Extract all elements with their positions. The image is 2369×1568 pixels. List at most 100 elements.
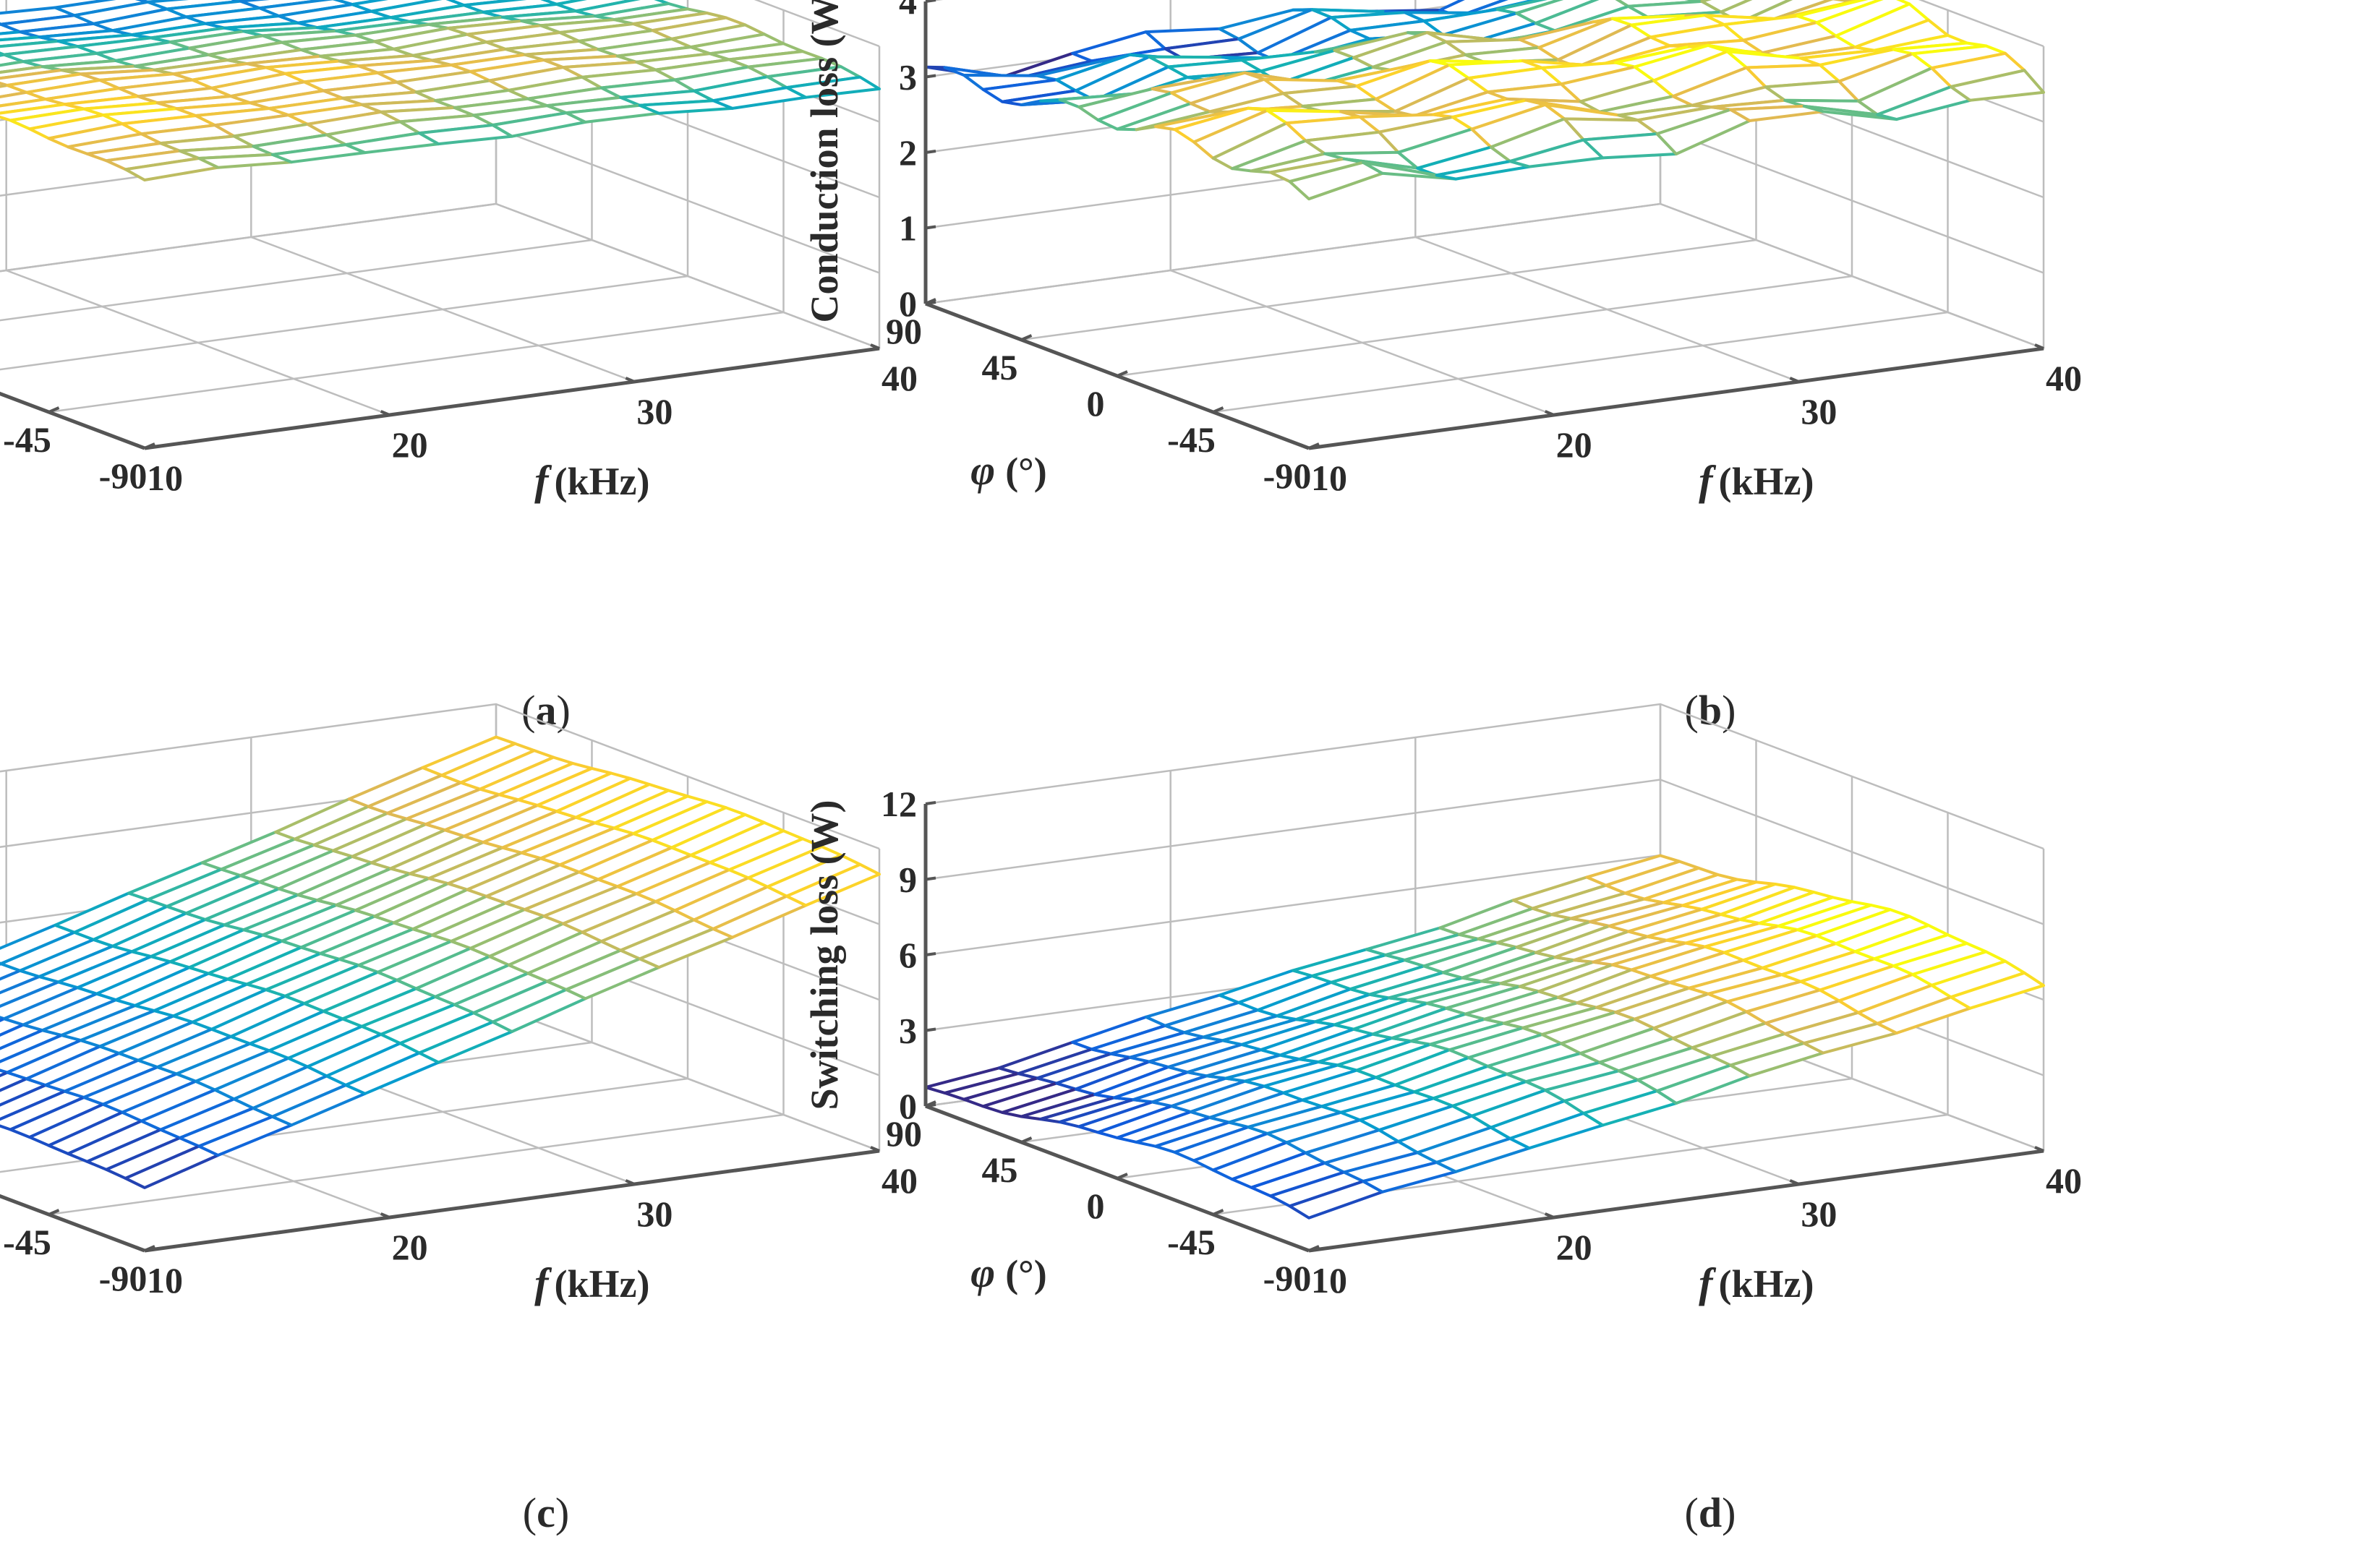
f-unit: (kHz) [554,460,649,503]
f-symbol: f [534,1259,552,1306]
phi-tick-label: -45 [3,1222,51,1262]
f-tick-label: 20 [1556,424,1592,465]
phi-tick [48,1209,60,1216]
phi-axis [0,1194,145,1253]
phi-tick-label: -45 [1167,419,1216,460]
caption-open: ( [1685,687,1699,734]
panel-caption: (b) [1685,687,1736,734]
surface-cell [785,75,881,99]
z-tick [925,1027,936,1032]
phi-tick-label: 45 [982,347,1018,387]
f-tick [380,410,390,416]
surface-d [924,854,2045,1220]
z-tick [925,74,936,79]
f-tick-label: 10 [1311,458,1347,498]
axes-d: 0 3 6 9 12 90 45 0 -45 -90 10 20 30 40 Switching loss … [803,784,2082,1306]
z-tick [925,952,936,956]
f-axis [144,1149,880,1253]
phi-tick-label: -90 [1263,1258,1312,1298]
phi-tick-label: 90 [886,311,922,351]
f-tick-label: 20 [1556,1227,1592,1267]
z-tick-label: 4 [899,0,917,22]
f-tick-label: 30 [1801,391,1837,432]
f-tick [135,1246,145,1252]
phi-tick [925,1100,936,1108]
f-tick [2034,1146,2044,1152]
z-tick-label: 3 [899,57,917,98]
phi-tick [1020,1136,1033,1144]
z-tick-label: 12 [881,784,917,824]
f-tick-label: 20 [392,1227,428,1267]
phi-axis-label: φ (°) [970,1249,1047,1296]
surface-c [0,735,881,1189]
phi-tick-label: -90 [1263,455,1312,496]
phi-symbol: φ [970,447,995,494]
f-tick [1299,443,1310,450]
phi-tick-label: -45 [1167,1222,1216,1262]
panel-caption: (d) [1685,1489,1736,1536]
f-tick [1299,1246,1310,1252]
caption-close: ) [557,687,571,734]
phi-tick-label: 0 [1087,383,1105,424]
z-tick-label: 1 [899,208,917,249]
phi-tick [144,442,155,450]
caption-open: ( [523,1489,537,1536]
z-tick-label: 3 [899,1011,917,1051]
f-axis-label: f (kHz) [1699,457,1814,504]
phi-tick-label: 90 [886,1113,922,1154]
phi-tick [1117,1173,1128,1180]
panel-caption: (c) [523,1489,569,1536]
z-tick [925,801,936,805]
f-tick [2034,343,2044,350]
caption-open: ( [521,687,535,734]
z-tick-label: 6 [899,935,917,975]
f-tick-label: 10 [147,458,183,498]
f-axis [144,346,880,450]
phi-axis [0,391,145,450]
f-unit: (kHz) [1718,1262,1814,1306]
caption-close: ) [555,1489,569,1536]
f-tick-label: 40 [2046,1160,2082,1201]
z-tick-label: 0 [899,283,917,324]
z-axis-label: Switching loss (W) [803,800,846,1110]
f-symbol: f [534,457,552,504]
caption-letter: d [1699,1489,1722,1536]
f-tick-label: 40 [882,1160,918,1201]
f-tick [1789,377,1800,383]
caption-letter: a [536,687,557,734]
surface-cell [785,862,881,907]
f-tick [870,1146,880,1152]
f-tick [1789,1179,1800,1186]
phi-tick [144,1245,155,1252]
f-tick-label: 10 [1311,1260,1347,1301]
grid-line [1213,813,1949,1216]
f-tick-label: 40 [2046,358,2082,398]
f-symbol: f [1699,1259,1717,1306]
f-tick [625,1179,636,1186]
phi-symbol: φ [970,1249,995,1296]
f-tick-label: 30 [1801,1194,1837,1234]
caption-close: ) [1722,687,1736,734]
phi-tick-label: -90 [99,455,148,496]
surface-a [0,0,881,181]
f-axis [1308,346,2044,450]
f-tick-label: 10 [147,1260,183,1301]
phi-tick [1117,370,1128,377]
phi-tick-label: 0 [1087,1186,1105,1226]
z-tick [925,0,936,3]
grid-line [0,202,880,350]
f-tick [135,443,145,450]
phi-tick [1308,442,1320,450]
phi-tick [925,298,936,305]
grid-line [925,703,2044,850]
f-tick [625,377,636,383]
phi-unit: (°) [1005,1252,1047,1295]
caption-open: ( [1685,1489,1699,1536]
caption-letter: c [537,1489,555,1536]
phi-tick-label: 45 [982,1149,1018,1190]
surface-cell [1700,0,1753,14]
axes-b: 0 1 2 3 4 90 45 0 -45 -90 10 20 30 40 Conduction loss … [803,0,2082,504]
phi-tick [1020,334,1033,341]
